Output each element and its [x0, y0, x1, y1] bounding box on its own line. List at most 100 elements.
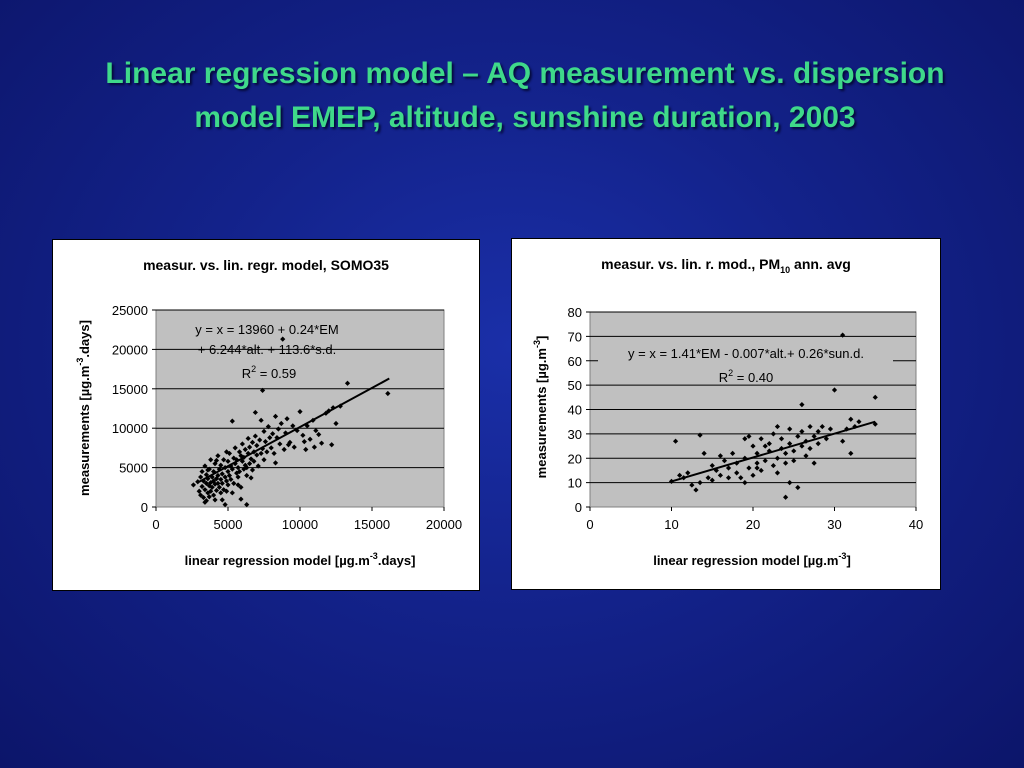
data-point — [198, 492, 204, 498]
r-squared-label: R2 = 0.40 — [719, 368, 774, 385]
regression-equation-line2: + 6.244*alt. + 113.6*s.d. — [198, 342, 337, 357]
data-point — [248, 475, 254, 481]
data-point — [319, 440, 325, 446]
data-point — [795, 433, 801, 439]
y-axis-label: measurements [µg.m-3.days] — [75, 320, 92, 496]
data-point — [783, 450, 789, 456]
data-point — [819, 423, 825, 430]
data-point — [205, 467, 211, 473]
data-point — [807, 423, 813, 430]
data-point — [251, 458, 257, 464]
data-point — [783, 460, 789, 466]
data-point — [219, 471, 225, 477]
data-point — [219, 497, 225, 503]
data-point — [827, 426, 834, 432]
data-point — [304, 423, 310, 429]
data-point — [742, 436, 748, 442]
data-point — [799, 443, 805, 449]
data-point — [717, 453, 723, 459]
data-point — [208, 488, 214, 494]
data-point — [291, 444, 297, 450]
r-squared-label: R2 = 0.59 — [242, 364, 297, 381]
data-point — [247, 444, 253, 450]
data-point — [223, 488, 230, 494]
y-tick-label: 20 — [568, 451, 582, 466]
y-tick-label: 25000 — [112, 303, 148, 318]
data-point — [203, 480, 209, 486]
data-point — [267, 435, 273, 441]
data-point — [856, 419, 862, 425]
data-point — [249, 467, 256, 473]
data-point — [746, 433, 752, 439]
data-point — [766, 441, 772, 447]
x-tick-label: 20 — [746, 517, 760, 532]
data-point — [758, 436, 764, 442]
y-tick-label: 15000 — [112, 382, 148, 397]
data-point — [202, 463, 208, 469]
data-point — [799, 402, 805, 408]
data-point — [831, 387, 838, 393]
y-tick-label: 50 — [568, 378, 582, 393]
data-point — [219, 480, 225, 486]
data-point — [202, 487, 208, 493]
data-point — [344, 380, 351, 386]
data-point — [709, 462, 715, 469]
data-point — [672, 438, 679, 444]
data-point — [762, 458, 768, 464]
x-tick-label: 20000 — [426, 517, 462, 532]
data-point — [248, 456, 254, 462]
data-point — [262, 438, 269, 445]
data-point — [783, 494, 789, 500]
data-point — [787, 441, 793, 447]
data-point — [750, 472, 756, 478]
chart-title: measur. vs. lin. r. mod., PM10 ann. avg — [601, 256, 851, 275]
equation-background — [598, 345, 893, 362]
data-point — [734, 470, 740, 476]
data-point — [216, 484, 222, 490]
data-point — [721, 458, 728, 464]
data-point — [754, 460, 760, 466]
plot-area — [155, 309, 445, 508]
data-point — [746, 465, 752, 471]
data-point — [272, 413, 279, 419]
data-point — [774, 455, 781, 461]
x-tick-label: 0 — [152, 517, 159, 532]
data-point — [252, 409, 258, 416]
data-point — [762, 443, 768, 449]
y-tick-label: 10000 — [112, 421, 148, 436]
data-point — [811, 433, 817, 439]
data-point — [725, 475, 732, 481]
data-point — [770, 462, 776, 469]
slide-title-line1: Linear regression model – AQ measurement… — [105, 57, 945, 90]
data-point — [787, 426, 793, 432]
data-point — [705, 475, 711, 481]
x-tick-label: 5000 — [214, 517, 243, 532]
data-point — [730, 450, 736, 456]
data-point — [215, 480, 221, 486]
data-point — [738, 475, 744, 481]
regression-equation: y = x = 1.41*EM - 0.007*alt.+ 0.26*sun.d… — [628, 346, 864, 361]
chart-somo35-panel: measur. vs. lin. regr. model, SOMO35 0 50… — [52, 239, 480, 591]
data-point — [697, 480, 703, 486]
x-axis-label: linear regression model [µg.m-3] — [653, 551, 851, 568]
data-point — [316, 431, 322, 438]
data-point — [754, 465, 760, 471]
x-tick-label: 30 — [827, 517, 841, 532]
y-tick-label: 30 — [568, 427, 582, 442]
x-tick-label: 15000 — [354, 517, 390, 532]
y-tick-label: 80 — [568, 305, 582, 320]
chart-pm10-panel: measur. vs. lin. r. mod., PM10 ann. avg … — [511, 238, 941, 590]
data-point — [222, 502, 228, 508]
data-point — [244, 502, 250, 508]
data-point — [791, 448, 797, 454]
data-point — [238, 484, 244, 490]
data-point — [303, 446, 309, 453]
data-point — [848, 450, 854, 456]
data-point — [209, 484, 215, 490]
data-point — [774, 470, 781, 476]
data-point — [261, 428, 267, 434]
data-point — [799, 428, 805, 435]
data-point — [254, 452, 260, 458]
data-point — [211, 492, 217, 498]
data-point — [257, 437, 263, 443]
